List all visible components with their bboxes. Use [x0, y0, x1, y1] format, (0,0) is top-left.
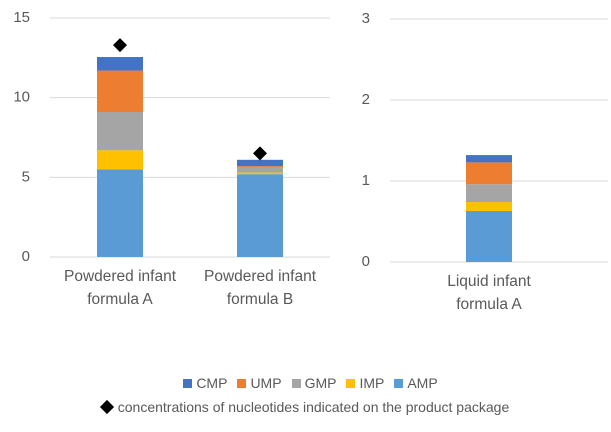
marker-diamond [253, 146, 267, 161]
bar-segment [466, 162, 512, 185]
y-tick-label: 15 [13, 9, 30, 26]
bar-segment [237, 167, 283, 173]
bar-segment [466, 202, 512, 211]
bar-segment [237, 172, 283, 175]
y-tick-label: 2 [362, 91, 370, 108]
x-tick-label: Powdered infant formula B [203, 268, 317, 308]
bar-segment [97, 112, 143, 151]
bar-segment [97, 57, 143, 71]
legend-swatch [394, 378, 404, 388]
bar-segment [466, 155, 512, 163]
bar-segment [466, 184, 512, 203]
y-tick-label: 1 [362, 172, 370, 189]
bar-segment [237, 174, 283, 257]
x-tick-label: Powdered infant formula A [63, 268, 177, 308]
x-tick-label: Liquid infant formula A [447, 273, 531, 313]
y-tick-label: 0 [22, 248, 30, 265]
bar-segment [97, 70, 143, 113]
legend-swatch [291, 378, 301, 388]
y-tick-label: 10 [13, 89, 30, 106]
legend-label: AMP [407, 375, 438, 391]
bar-segment [466, 210, 512, 262]
bar-segment [237, 166, 283, 168]
marker-diamond [113, 38, 127, 53]
legend-swatch [183, 378, 193, 388]
y-tick-label: 0 [362, 253, 370, 270]
y-tick-label: 5 [22, 168, 30, 185]
legend-label: concentrations of nucleotides indicated … [117, 399, 510, 415]
legend-swatch [237, 378, 247, 388]
legend-swatch [346, 378, 356, 388]
legend-label: GMP [304, 375, 337, 391]
bar-segment [97, 150, 143, 170]
bar-segment [97, 169, 143, 257]
legend-marker: concentrations of nucleotides indicated … [0, 399, 611, 415]
legend-label: IMP [359, 375, 385, 391]
legend-marker [99, 399, 114, 415]
y-tick-label: 3 [362, 10, 370, 27]
legend-label: UMP [250, 375, 282, 391]
bar-segment [237, 159, 283, 167]
legend-label: CMP [196, 375, 228, 391]
legend: CMP UMP GMP IMP AMP [0, 375, 611, 391]
